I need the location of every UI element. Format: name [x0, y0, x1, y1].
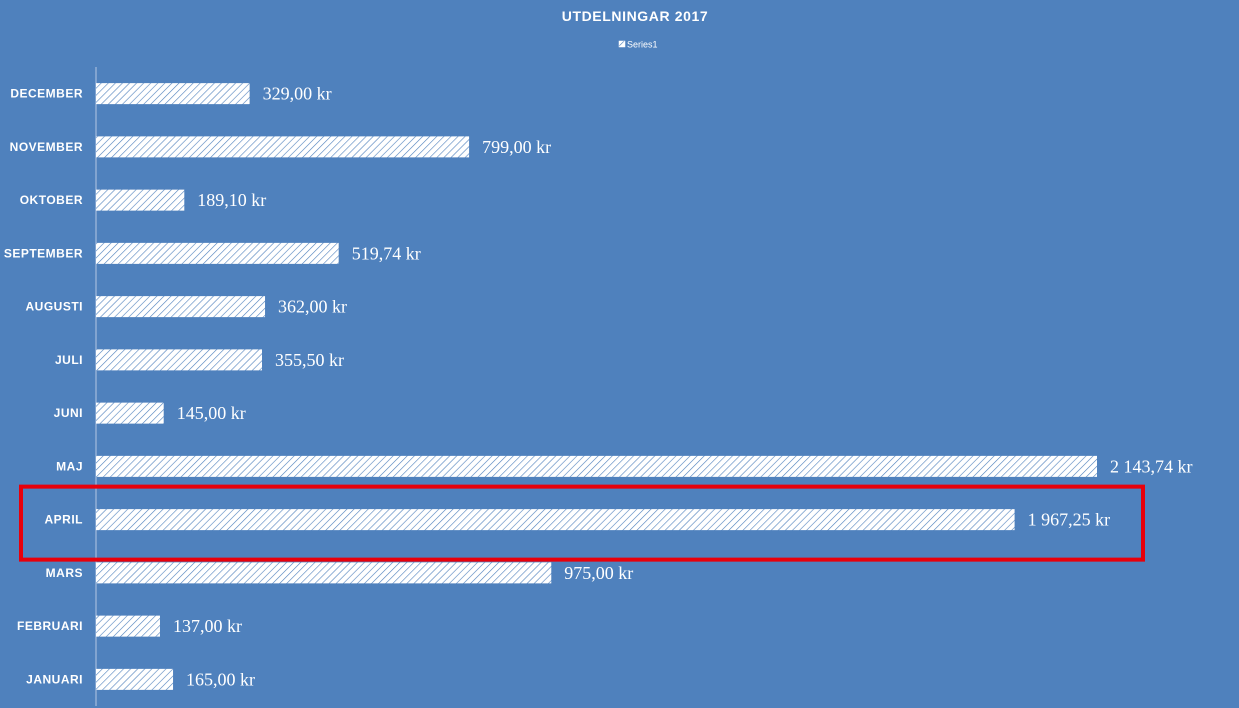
- bar-oktober: [96, 189, 185, 211]
- category-label-maj: MAJ: [56, 459, 83, 473]
- value-label-november: 799,00 kr: [482, 137, 551, 157]
- category-label-november: NOVEMBER: [10, 140, 83, 154]
- category-label-juli: JULI: [55, 353, 83, 367]
- value-label-april: 1 967,25 kr: [1028, 510, 1111, 530]
- value-label-januari: 165,00 kr: [186, 669, 255, 689]
- category-label-september: SEPTEMBER: [4, 246, 83, 260]
- legend-swatch: [618, 40, 626, 48]
- value-label-augusti: 362,00 kr: [278, 297, 347, 317]
- value-label-september: 519,74 kr: [352, 243, 421, 263]
- bar-december: [96, 83, 250, 105]
- bars-group: [96, 83, 1097, 690]
- value-label-juli: 355,50 kr: [275, 350, 344, 370]
- category-label-juni: JUNI: [54, 406, 83, 420]
- bar-april: [96, 509, 1015, 531]
- category-label-februari: FEBRUARI: [17, 619, 83, 633]
- value-label-februari: 137,00 kr: [173, 616, 242, 636]
- value-labels: 329,00 kr 799,00 kr 189,10 kr 519,74 kr 362,…: [173, 84, 1193, 690]
- category-label-oktober: OKTOBER: [20, 193, 83, 207]
- highlight-box: [19, 484, 1145, 562]
- bar-mars: [96, 562, 552, 584]
- bar-september: [96, 242, 339, 264]
- category-labels: DECEMBER NOVEMBER OKTOBER SEPTEMBER AUGUSTI J…: [4, 87, 83, 687]
- category-label-mars: MARS: [46, 566, 83, 580]
- chart-title: UTDELNINGAR 2017: [562, 8, 709, 24]
- bar-juli: [96, 349, 262, 371]
- bar-november: [96, 136, 470, 158]
- bar-augusti: [96, 296, 266, 318]
- category-label-januari: JANUARI: [26, 672, 83, 686]
- legend-entry: Series1: [627, 40, 658, 50]
- value-label-maj: 2 143,74 kr: [1110, 456, 1193, 476]
- value-label-oktober: 189,10 kr: [197, 190, 266, 210]
- bar-februari: [96, 615, 160, 637]
- value-label-december: 329,00 kr: [263, 84, 332, 104]
- legend: Series1: [618, 40, 658, 50]
- category-label-augusti: AUGUSTI: [26, 300, 84, 314]
- bar-januari: [96, 668, 174, 690]
- value-label-juni: 145,00 kr: [177, 403, 246, 423]
- bar-maj: [96, 455, 1097, 477]
- bar-juni: [96, 402, 164, 424]
- category-label-december: DECEMBER: [10, 87, 83, 101]
- category-label-april: APRIL: [45, 513, 84, 527]
- value-label-mars: 975,00 kr: [564, 563, 633, 583]
